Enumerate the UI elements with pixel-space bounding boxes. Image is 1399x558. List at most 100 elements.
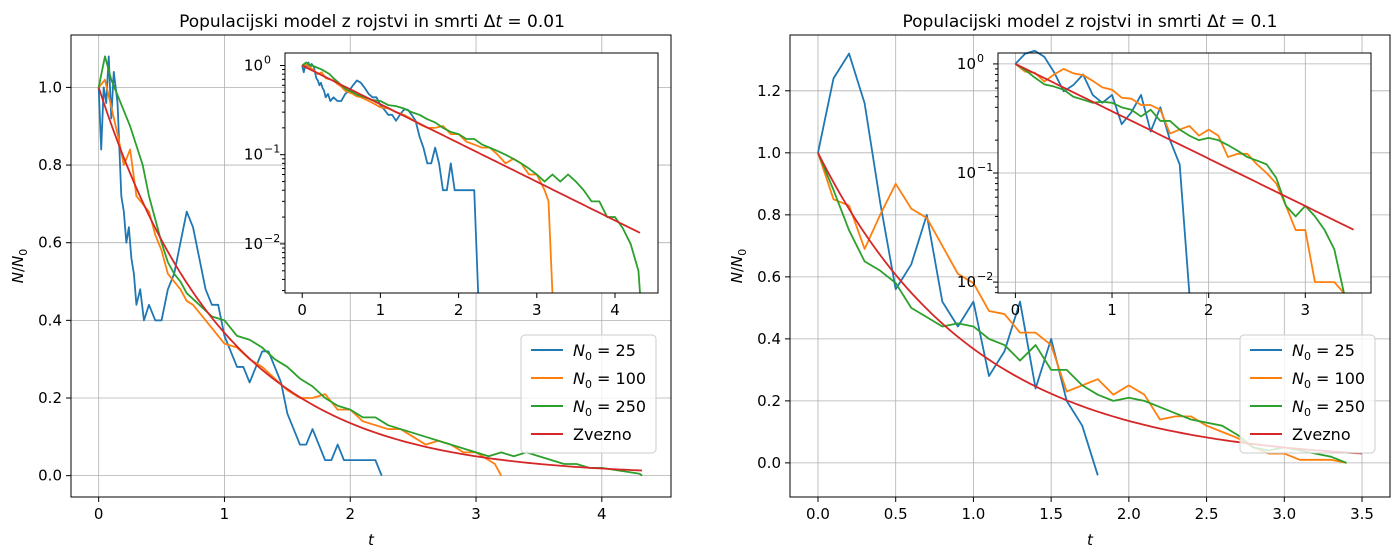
left-legend: N0 = 25 N0 = 100 N0 = 250 Zvezno — [520, 334, 657, 454]
left-legend-entry-zvezno: Zvezno — [531, 425, 632, 444]
left-inset-xtick-label: 3 — [532, 301, 542, 319]
right-inset-ytick-exponent: −1 — [977, 161, 993, 174]
right-chart: Populacijski model z rojstvi in smrti Δt… — [728, 12, 1391, 549]
left-inset-series-layer — [301, 61, 641, 294]
right-xtick-label: 2.5 — [1195, 505, 1219, 523]
left-legend-entry-n0-25: N0 = 25 — [531, 341, 636, 363]
left-series-layer — [97, 55, 643, 477]
right-legend-label: N0 = 100 — [1292, 369, 1365, 391]
left-series-zvezno — [97, 87, 643, 472]
left-inset-xtick-label: 4 — [610, 301, 620, 319]
left-ytick-label: 0.8 — [38, 156, 62, 174]
left-xlabel: t — [368, 531, 375, 549]
right-axis-ticks: 0.0 0.5 1.0 1.5 2.0 2.5 3.0 3.5 0.0 0.2 0.4 0.6 0.8 1… — [757, 82, 1374, 523]
left-legend-label: N0 = 250 — [573, 397, 646, 419]
left-ytick-label: 0.0 — [38, 467, 62, 485]
left-axis-ticks: 0 1 2 3 4 0.0 0.2 0.4 0.6 0.8 1.0 — [38, 78, 606, 523]
right-inset-ytick-exponent: 0 — [977, 52, 984, 65]
left-legend-label: Zvezno — [573, 425, 632, 444]
right-legend-entry-n0-250: N0 = 250 — [1250, 397, 1365, 419]
right-ytick-label: 0.0 — [757, 454, 781, 472]
left-xtick-label: 3 — [471, 505, 481, 523]
right-inset-xtick-label: 3 — [1301, 301, 1311, 319]
left-ylabel: N/N0 — [9, 249, 30, 284]
left-inset-ytick-label: 10 — [244, 235, 263, 253]
right-legend-entry-n0-25: N0 = 25 — [1250, 341, 1355, 363]
left-inset-frame — [284, 52, 659, 294]
right-inset-xtick-label: 2 — [1204, 301, 1214, 319]
right-xtick-label: 2.0 — [1117, 505, 1141, 523]
left-axes-frame — [70, 34, 672, 498]
left-chart-title: Populacijski model z rojstvi in smrti Δt… — [179, 12, 565, 32]
left-inset-xtick-label: 1 — [376, 301, 386, 319]
left-ytick-label: 0.6 — [38, 234, 62, 252]
right-inset-series-zvezno — [1014, 63, 1355, 231]
right-xtick-label: 0.0 — [806, 505, 830, 523]
left-inset-series-n0-250 — [301, 61, 641, 294]
left-inset-background — [285, 53, 658, 293]
right-ytick-label: 0.8 — [757, 206, 781, 224]
right-legend: N0 = 25 N0 = 100 N0 = 250 Zvezno — [1239, 334, 1376, 454]
left-inset-xtick-label: 0 — [297, 301, 307, 319]
left-inset-ytick-label: 10 — [244, 56, 263, 74]
left-inset-series-n0-25 — [301, 61, 480, 294]
left-inset-ytick-exponent: −1 — [264, 143, 280, 156]
right-xtick-label: 3.5 — [1350, 505, 1374, 523]
right-axes-frame — [789, 34, 1391, 498]
right-inset-ytick-label: 10 — [957, 55, 976, 73]
right-legend-label: Zvezno — [1292, 425, 1351, 444]
right-ytick-label: 1.2 — [757, 82, 781, 100]
right-inset-series-layer — [1014, 49, 1355, 294]
left-legend-label: N0 = 100 — [573, 369, 646, 391]
left-legend-entry-n0-100: N0 = 100 — [531, 369, 646, 391]
right-ytick-label: 1.0 — [757, 144, 781, 162]
left-ytick-label: 0.2 — [38, 389, 62, 407]
right-inset-gridlines — [998, 53, 1371, 293]
right-ytick-label: 0.2 — [757, 392, 781, 410]
left-xtick-label: 2 — [345, 505, 355, 523]
right-inset-xtick-label: 0 — [1011, 301, 1021, 319]
right-xtick-label: 3.0 — [1272, 505, 1296, 523]
left-chart: Populacijski model z rojstvi in smrti Δt… — [9, 12, 672, 549]
right-ytick-label: 0.4 — [757, 330, 781, 348]
left-legend-box — [520, 334, 657, 454]
right-inset-ytick-label: 10 — [957, 164, 976, 182]
left-inset-ytick-label: 10 — [244, 146, 263, 164]
right-ytick-label: 0.6 — [757, 268, 781, 286]
right-xtick-label: 0.5 — [884, 505, 908, 523]
right-ylabel: N/N0 — [728, 249, 749, 284]
right-legend-box — [1239, 334, 1376, 454]
right-inset-ytick-exponent: −2 — [977, 270, 993, 283]
right-chart-title: Populacijski model z rojstvi in smrti Δt… — [903, 12, 1278, 32]
left-legend-entry-n0-250: N0 = 250 — [531, 397, 646, 419]
right-inset-series-n0-250 — [1014, 63, 1345, 294]
right-legend-label: N0 = 25 — [1292, 341, 1355, 363]
right-inset-xtick-label: 1 — [1107, 301, 1117, 319]
left-series-n0-250 — [97, 55, 643, 477]
left-inset-series-zvezno — [301, 64, 641, 234]
right-legend-label: N0 = 250 — [1292, 397, 1365, 419]
left-series-n0-25 — [97, 55, 383, 476]
left-xtick-label: 0 — [94, 505, 104, 523]
right-inset-series-n0-25 — [1014, 49, 1191, 294]
left-legend-label: N0 = 25 — [573, 341, 636, 363]
left-inset-ytick-exponent: −2 — [264, 232, 280, 245]
left-inset-ytick-exponent: 0 — [264, 53, 271, 66]
right-xtick-label: 1.0 — [961, 505, 985, 523]
right-series-n0-25 — [817, 52, 1099, 476]
right-xtick-label: 1.5 — [1039, 505, 1063, 523]
right-inset-ytick-label: 10 — [957, 273, 976, 291]
right-legend-entry-n0-100: N0 = 100 — [1250, 369, 1365, 391]
right-xlabel: t — [1087, 531, 1094, 549]
left-ytick-label: 0.4 — [38, 311, 62, 329]
left-inset-xtick-label: 2 — [454, 301, 464, 319]
left-xtick-label: 4 — [597, 505, 607, 523]
left-ytick-label: 1.0 — [38, 78, 62, 96]
right-legend-entry-zvezno: Zvezno — [1250, 425, 1351, 444]
left-xtick-label: 1 — [220, 505, 230, 523]
